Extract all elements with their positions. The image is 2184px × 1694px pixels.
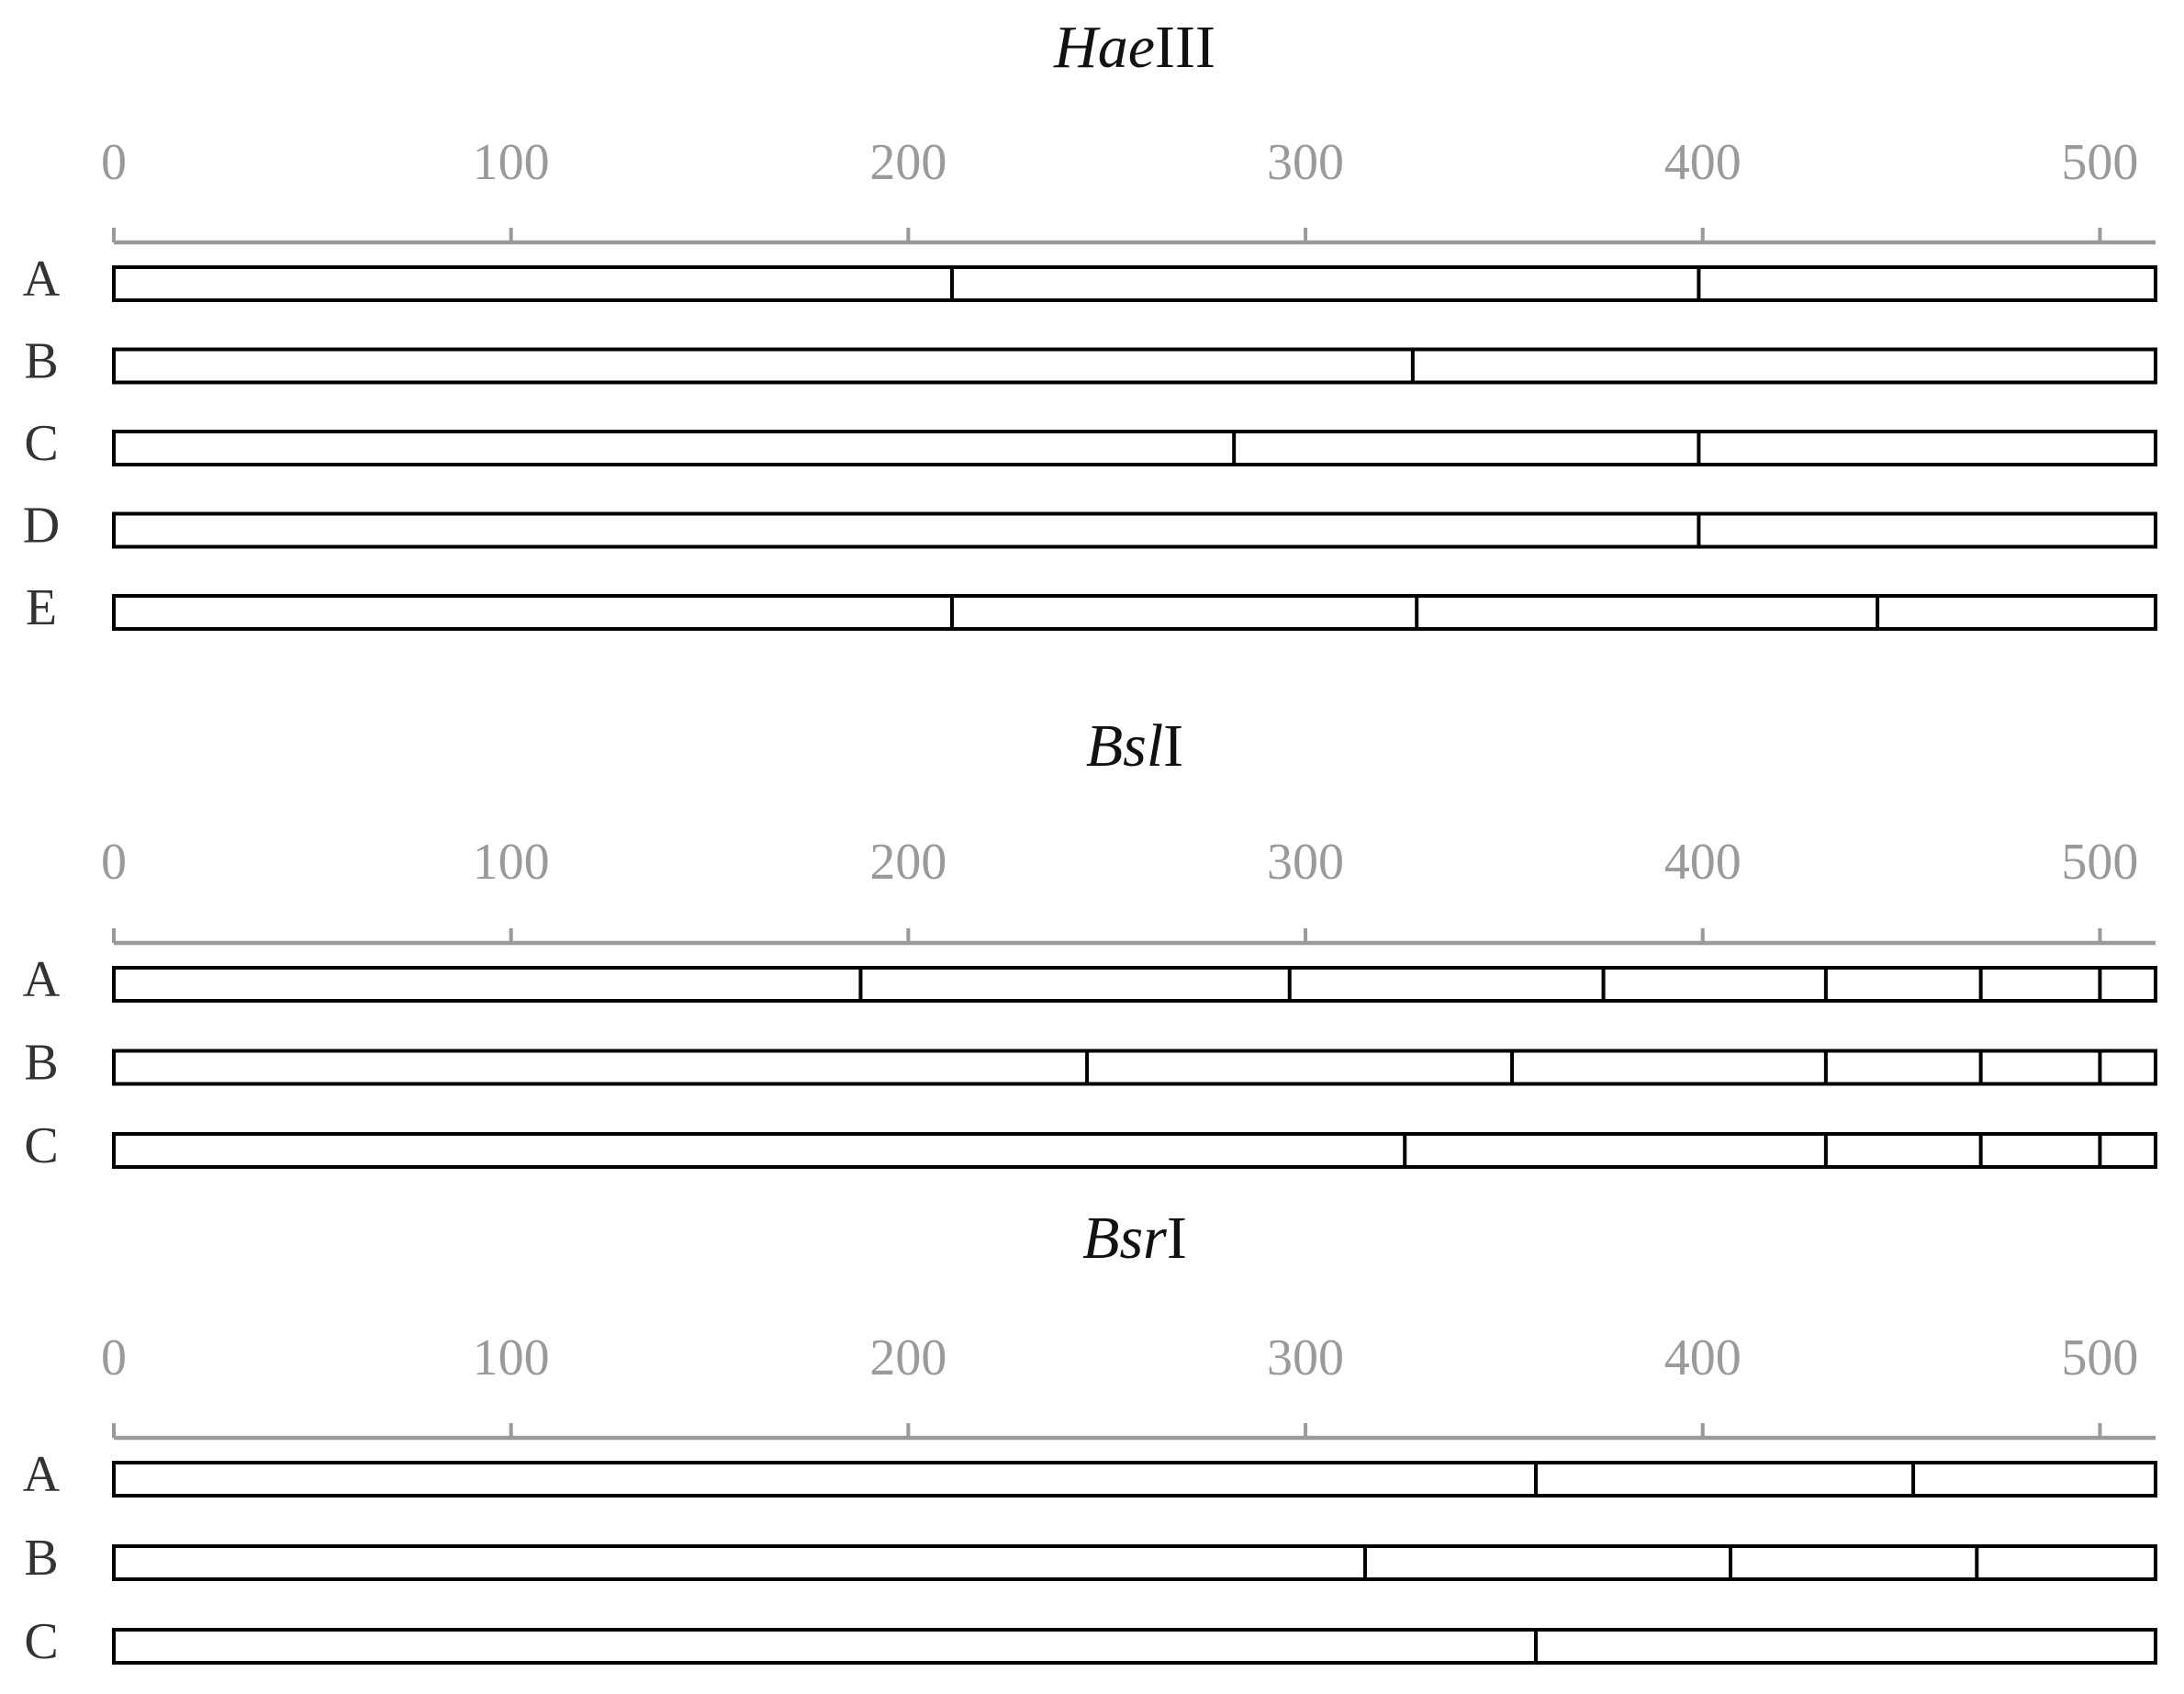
fragment-bar <box>112 430 2157 466</box>
fragment-bar <box>112 1544 2157 1581</box>
x-tick-label: 400 <box>1664 834 1742 891</box>
fragment-bar <box>112 1461 2157 1498</box>
x-tick-label: 400 <box>1664 1329 1742 1386</box>
x-tick-label: 500 <box>2061 134 2138 191</box>
chart-title: BsrI <box>1082 1205 1187 1272</box>
fragment-bar <box>112 511 2157 549</box>
lane-label: A <box>23 951 61 1008</box>
title-italic: Hae <box>1053 14 1155 81</box>
x-tick-label: 300 <box>1267 1329 1344 1386</box>
lane-label: C <box>24 415 58 472</box>
fragment-bar <box>112 1628 2157 1665</box>
lane-label: C <box>24 1117 58 1174</box>
x-tick-label: 500 <box>2061 834 2138 891</box>
title-roman: I <box>1163 712 1183 780</box>
lane-label: B <box>24 1034 58 1091</box>
lane-label: A <box>23 251 61 308</box>
lane-label: D <box>23 497 60 554</box>
fragment-bar <box>112 594 2157 631</box>
lane-label: A <box>23 1446 61 1503</box>
lane-label: B <box>24 332 58 389</box>
fragment-bar <box>112 265 2157 302</box>
chart-title: HaeIII <box>1053 14 1215 81</box>
x-tick-label: 100 <box>473 834 550 891</box>
x-tick-label: 100 <box>473 1329 550 1386</box>
x-tick-label: 200 <box>869 834 946 891</box>
x-tick-label: 300 <box>1267 134 1344 191</box>
x-tick-label: 0 <box>101 134 127 191</box>
title-italic: Bsr <box>1082 1205 1167 1272</box>
x-tick-label: 100 <box>473 134 550 191</box>
fragment-bar <box>112 1132 2157 1169</box>
lane-label: B <box>24 1530 58 1587</box>
lane-label: E <box>26 579 57 636</box>
x-tick-label: 400 <box>1664 134 1742 191</box>
x-tick-label: 300 <box>1267 834 1344 891</box>
fragment-bar <box>112 966 2157 1003</box>
x-tick-label: 500 <box>2061 1329 2138 1386</box>
title-italic: Bsl <box>1086 712 1163 780</box>
x-tick-label: 200 <box>869 134 946 191</box>
lane-label: C <box>24 1613 58 1670</box>
x-tick-label: 200 <box>869 1329 946 1386</box>
chart-title: BslI <box>1086 712 1183 780</box>
x-tick-label: 0 <box>101 1329 127 1386</box>
fragment-bar <box>112 1049 2157 1086</box>
title-roman: III <box>1155 14 1215 81</box>
fragment-bar <box>112 347 2157 385</box>
title-roman: I <box>1167 1205 1187 1272</box>
x-tick-label: 0 <box>101 834 127 891</box>
